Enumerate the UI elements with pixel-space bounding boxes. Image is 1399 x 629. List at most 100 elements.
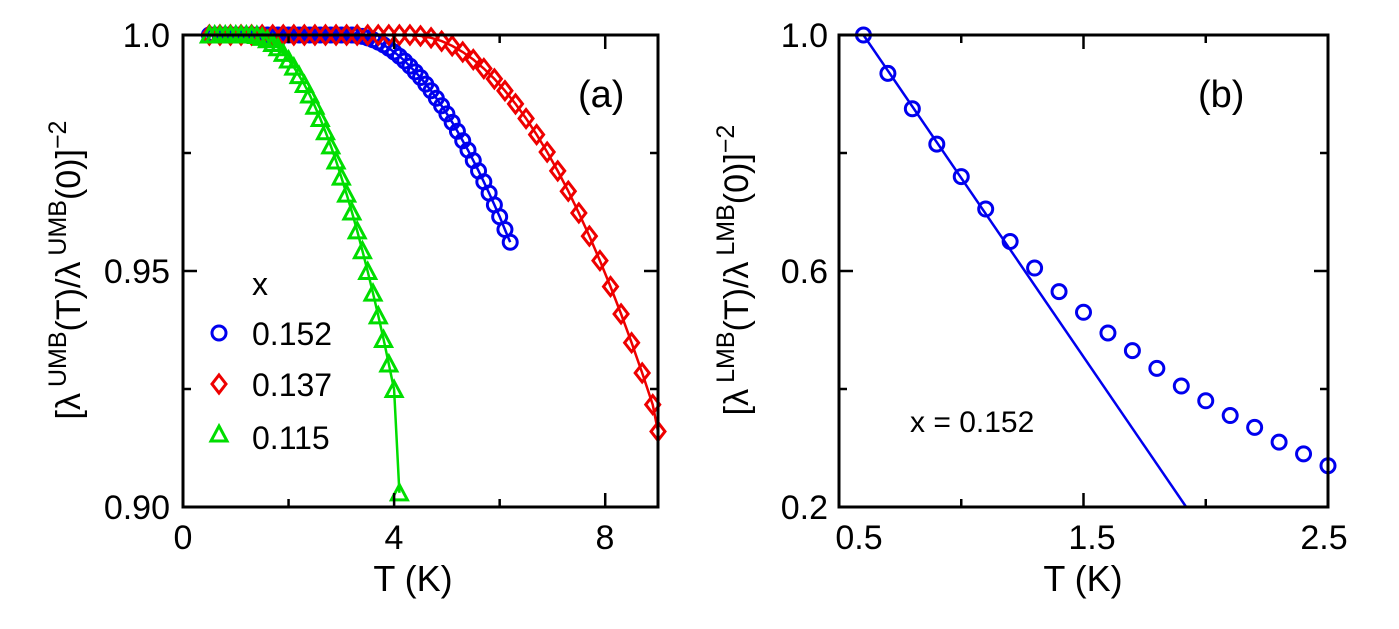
legend-marker-diamond <box>210 372 228 396</box>
panel-a-xtick-label: 8 <box>596 519 615 557</box>
panel-a-ylabel-mid: (T)/ <box>50 278 88 331</box>
panel-a: 0.90 0.95 1.0 0 4 8 T (K) [λUMB(T)/λUMB(… <box>44 17 667 599</box>
data-point-circle <box>1197 392 1215 410</box>
data-point-triangle <box>288 64 310 85</box>
data-point-circle <box>952 168 970 186</box>
data-point-diamond <box>538 140 557 164</box>
data-point-triangle <box>362 281 384 302</box>
data-point-circle <box>1075 303 1092 321</box>
data-point-diamond <box>411 24 430 48</box>
panel-a-xtick-label: 0 <box>174 519 193 557</box>
panel-a-ytick-label: 0.90 <box>104 489 170 527</box>
legend-label: 0.115 <box>252 420 330 456</box>
data-point-diamond <box>443 34 462 58</box>
panel-a-ytick-label: 1.0 <box>123 17 170 55</box>
data-point-triangle <box>373 328 395 348</box>
data-point-circle <box>1295 445 1313 463</box>
data-point-diamond <box>580 224 599 248</box>
data-point-triangle <box>341 200 363 221</box>
data-point-diamond <box>432 29 451 53</box>
data-point-circle <box>438 105 456 123</box>
panel-b-xtick-label: 1.5 <box>1068 519 1115 557</box>
data-point-diamond <box>464 48 483 71</box>
data-point-triangle <box>330 165 352 186</box>
data-point-triangle <box>293 73 315 94</box>
series-line <box>209 33 512 243</box>
data-point-diamond <box>474 57 493 80</box>
data-point-diamond <box>559 179 578 203</box>
data-point-circle <box>1246 418 1264 436</box>
data-point-diamond <box>633 361 652 385</box>
panel-b-ylabel-lambda: λ <box>718 389 756 406</box>
data-point-diamond <box>453 40 472 64</box>
panel-a-ytick-label: 0.95 <box>104 253 170 291</box>
data-point-circle <box>501 233 519 251</box>
panel-b-ylabel-close: (0)] <box>718 153 756 204</box>
data-point-triangle <box>367 304 389 325</box>
panel-b-label: (b) <box>1198 74 1244 116</box>
data-point-diamond <box>485 67 504 91</box>
data-point-triangle <box>336 182 358 203</box>
panel-b-x-axis-label: T (K) <box>1043 558 1122 599</box>
panel-a-ylabel-close: (0)] <box>50 149 88 200</box>
data-point-diamond <box>548 159 567 183</box>
panel-b-xtick-label: 2.5 <box>1300 519 1347 557</box>
data-point-circle <box>879 64 897 82</box>
panel-a-ylabel-lambda: λ <box>50 262 88 279</box>
data-point-diamond <box>591 249 609 273</box>
data-point-triangle <box>309 107 331 128</box>
data-point-triangle <box>299 83 321 104</box>
data-point-triangle <box>346 219 368 240</box>
panel-b: 0.2 0.6 1.0 0.5 1.5 2.5 T (K) [λLMB(T)/λ… <box>712 17 1348 599</box>
data-point-diamond <box>496 79 514 103</box>
data-point-diamond <box>569 201 588 225</box>
panel-b-ticks <box>837 33 1330 509</box>
panel-a-xtick-label: 4 <box>385 519 404 557</box>
panel-b-ylabel-lambda: λ <box>718 262 756 279</box>
data-point-circle <box>903 100 921 118</box>
data-point-diamond <box>401 23 419 47</box>
data-point-circle <box>1221 407 1239 425</box>
data-point-diamond <box>622 331 641 355</box>
panel-b-ylabel-sup: LMB <box>712 331 740 382</box>
legend-label: 0.137 <box>252 367 332 403</box>
data-point-triangle <box>383 378 405 398</box>
data-point-diamond <box>601 275 620 299</box>
panel-a-y-axis-label: [λUMB(T)/λUMB(0)]−2 <box>44 121 88 420</box>
legend-marker-circle <box>210 324 228 342</box>
panel-a-ticks <box>181 33 658 509</box>
panel-b-ylabel-open: [ <box>718 405 756 415</box>
data-point-circle <box>1001 233 1019 250</box>
panel-a-ylabel-lambda: λ <box>50 393 88 410</box>
panel-b-annotation: x = 0.152 <box>910 406 1034 439</box>
panel-b-xtick-label: 0.5 <box>835 519 882 557</box>
data-point-triangle <box>325 149 347 170</box>
data-point-diamond <box>612 302 630 326</box>
panel-a-legend: x 0.152 0.137 0.115 <box>208 266 332 456</box>
data-point-diamond <box>527 123 546 147</box>
panel-b-series-markers <box>854 26 1337 475</box>
panel-b-ylabel-sup: LMB <box>712 204 740 255</box>
panel-a-label: (a) <box>578 74 624 116</box>
legend-marker-triangle <box>208 422 230 443</box>
data-point-circle <box>1050 283 1068 301</box>
data-point-triangle <box>351 239 373 260</box>
panel-a-x-axis-label: T (K) <box>373 558 452 599</box>
panel-b-y-axis-label: [λLMB(T)/λLMB(0)]−2 <box>712 125 756 416</box>
data-point-circle <box>1172 377 1190 395</box>
data-point-circle <box>1270 433 1288 451</box>
data-point-triangle <box>283 55 305 76</box>
panel-a-ylabel-open: [ <box>50 409 88 419</box>
panel-b-ylabel-mid: (T)/ <box>718 278 756 331</box>
panel-b-ytick-label: 0.6 <box>781 253 828 291</box>
data-point-circle <box>1148 359 1166 377</box>
panel-b-ytick-label: 1.0 <box>781 17 828 55</box>
panel-a-ylabel-sup: UMB <box>44 200 72 256</box>
data-point-circle <box>1123 342 1141 360</box>
data-point-circle <box>1099 324 1117 342</box>
data-point-triangle <box>304 95 326 115</box>
data-point-diamond <box>517 107 535 130</box>
legend-label: 0.152 <box>252 316 332 352</box>
panel-a-ylabel-power: −2 <box>44 121 72 150</box>
panel-b-ylabel-power: −2 <box>712 125 740 154</box>
